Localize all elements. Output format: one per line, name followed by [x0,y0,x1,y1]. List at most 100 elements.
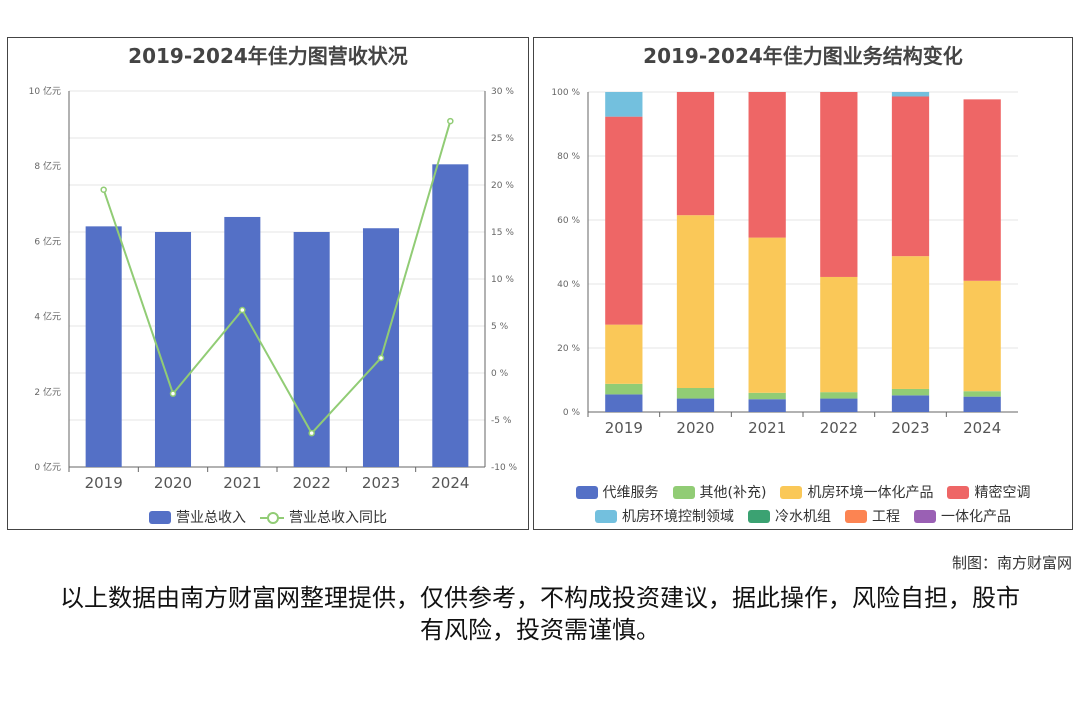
revenue-yoy-point [308,429,315,437]
y-right-tick-label: 30 % [491,87,514,97]
x-tick-label: 2019 [85,474,123,492]
revenue-yoy-line [102,120,452,435]
legend-item-revenue[interactable]: 营业总收入 [149,505,246,529]
stacked-bar-segment [748,392,786,400]
legend-label: 代维服务 [602,485,659,501]
stacked-bar-segment [963,391,1001,397]
legend-label: 机房环境一体化产品 [807,485,934,501]
stacked-bar-segment [820,92,858,277]
y-tick-label: 80 % [557,152,580,162]
legend-item-revenue-yoy[interactable]: 营业总收入同比 [260,505,387,529]
legend-swatch [595,509,617,523]
legend-item-series[interactable]: 代维服务 [575,480,659,504]
y-right-tick-label: 10 % [491,275,514,285]
y-tick-label: 100 % [551,88,580,98]
legend-item-series[interactable]: 工程 [845,504,900,528]
legend-swatch [672,485,695,499]
stacked-bar-segment [676,388,715,399]
legend-label: 冷水机组 [775,509,831,525]
legend-swatch [947,485,970,499]
x-tick-label: 2019 [605,419,643,437]
stacked-bar-segment [820,276,858,393]
y-tick-label: 60 % [557,216,580,226]
legend-label-revenue-yoy: 营业总收入同比 [289,510,387,526]
stacked-bar-segment [676,92,715,216]
y-left-tick-label: 4 亿元 [34,311,61,323]
legend-item-series[interactable]: 其他(补充) [672,480,767,504]
stacked-bar-segment [963,99,1001,281]
legend-item-series[interactable]: 精密空调 [947,480,1030,504]
y-left-tick-label: 2 亿元 [34,386,61,398]
structure-chart-title: 2019-2024年佳力图业务结构变化 [643,44,963,68]
structure-chart-legend: 代维服务 其他(补充) 机房环境一体化产品 精密空调机房环境控制领域 冷水机组 工程 一体化… [544,480,1062,528]
revenue-chart-svg: -10 % -5 % 0 % 5 % 10 % 15 % 20 % 25 % 30 % 0 亿元 2… [29,85,518,492]
disclaimer-text: 以上数据由南方财富网整理提供，仅供参考，不构成投资建议，据此操作，风险自担，股市… [60,584,1020,644]
legend-swatch [575,485,598,499]
stacked-bar-segment [891,395,930,412]
x-tick-label: 2023 [891,419,929,437]
legend-label: 一体化产品 [941,509,1011,525]
revenue-bar [432,164,469,467]
y-left-tick-label: 6 亿元 [34,235,61,247]
stacked-bar-segment [605,92,643,117]
stacked-bar-segment [963,396,1001,412]
revenue-chart-title: 2019-2024年佳力图营收状况 [128,44,408,68]
revenue-yoy-point [100,186,107,193]
legend-label: 其他(补充) [699,485,767,501]
x-tick-label: 2022 [820,419,858,437]
stacked-bar-segment [605,324,643,384]
y-right-tick-label: -5 % [491,416,512,426]
stacked-bar-segment [891,256,930,389]
x-tick-label: 2024 [963,419,1001,437]
stacked-bar-segment [820,392,858,399]
legend-label: 工程 [872,509,900,525]
stacked-bar-segment [605,116,643,325]
stacked-bar-segment [963,280,1001,392]
legend-label: 机房环境控制领域 [622,509,734,525]
x-tick-label: 2020 [676,419,714,437]
stacked-bar-segment [605,383,643,395]
legend-label-revenue: 营业总收入 [176,510,246,526]
y-right-tick-label: 5 % [491,322,509,332]
legend-swatch [914,509,936,523]
x-tick-label: 2021 [748,419,786,437]
revenue-chart-legend: 营业总收入 营业总收入同比 [8,505,528,529]
y-right-tick-label: 15 % [491,228,514,238]
x-tick-label: 2021 [223,474,261,492]
revenue-chart-panel: 2019-2024年佳力图营收状况 -10 % -5 % 0 % 5 % 10 % 15 … [7,37,529,530]
y-right-tick-label: 0 % [491,369,509,379]
revenue-bar [85,226,122,467]
legend-swatch [845,509,867,523]
x-tick-label: 2023 [362,474,400,492]
stacked-bar-segment [891,388,930,396]
y-tick-label: 0 % [563,408,581,418]
revenue-yoy-point [377,354,385,362]
legend-item-series[interactable]: 机房环境控制领域 [595,504,734,528]
y-right-tick-label: 20 % [491,181,514,191]
y-left-tick-label: 0 亿元 [34,461,61,473]
legend-item-series[interactable]: 机房环境一体化产品 [780,480,933,504]
revenue-yoy-point [239,306,246,314]
stacked-bar-segment [748,399,786,412]
revenue-bar [293,232,330,467]
legend-item-series[interactable]: 冷水机组 [748,504,831,528]
revenue-yoy-point [169,390,177,397]
legend-label: 精密空调 [974,485,1031,501]
stacked-bar-segment [748,237,786,393]
stacked-bar-segment [676,398,715,412]
stacked-bar-segment [748,92,786,238]
x-tick-label: 2024 [431,474,469,492]
legend-swatch-revenue-yoy [260,511,284,524]
legend-swatch-revenue [149,510,171,524]
y-left-tick-label: 8 亿元 [34,160,61,172]
stacked-bar-segment [605,394,643,412]
legend-swatch [780,485,803,499]
legend-swatch [748,509,770,523]
y-tick-label: 40 % [557,280,580,290]
y-right-tick-label: 25 % [491,134,514,144]
y-tick-label: 20 % [557,344,580,354]
stacked-bar-segment [820,398,858,412]
revenue-bar [362,228,400,467]
revenue-yoy-point [447,117,454,125]
legend-item-series[interactable]: 一体化产品 [914,504,1011,528]
